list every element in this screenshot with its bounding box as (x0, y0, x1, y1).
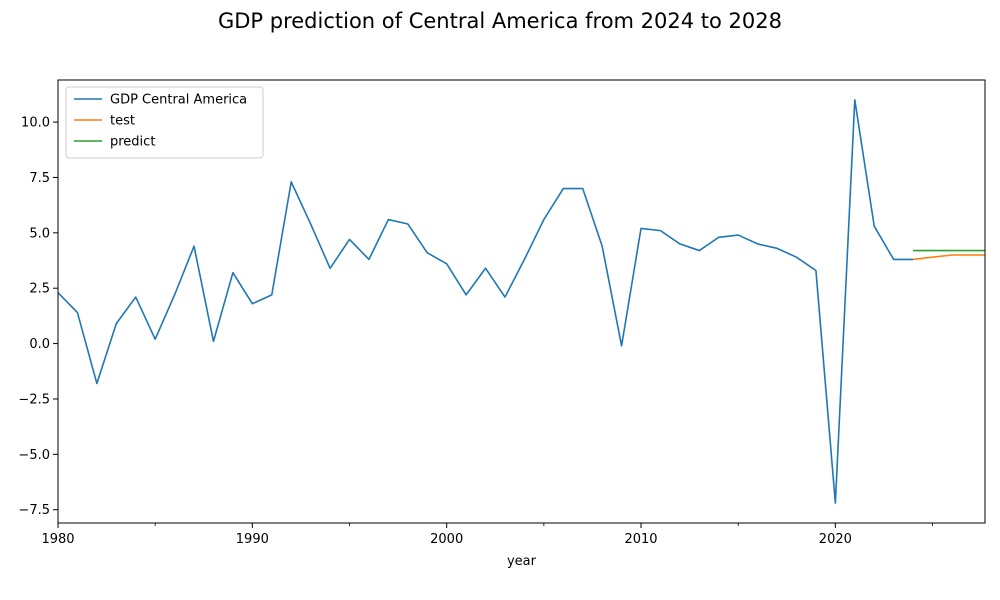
series-line-0 (58, 99, 914, 504)
legend-box (65, 86, 264, 159)
series-layer (58, 99, 985, 504)
legend-label-2: predict (110, 135, 155, 150)
series-line-1 (912, 254, 985, 261)
x-tick-label: 1990 (236, 532, 269, 547)
y-axis: −7.5 −5.0 −2.5 0.0 2.5 5.0 7.5 10.0 (18, 116, 58, 518)
chart-title: GDP prediction of Central America from 2… (218, 9, 782, 33)
legend-label-1: test (110, 114, 135, 129)
x-tick-label: 2000 (430, 532, 463, 547)
x-axis-title: year (507, 554, 537, 569)
y-tick-label: 10.0 (21, 116, 50, 131)
plot-frame (57, 79, 986, 524)
legend-label-0: GDP Central America (110, 93, 247, 108)
x-axis: 1980 1990 2000 2010 2020 (41, 523, 933, 547)
y-tick-label: −2.5 (18, 392, 50, 407)
y-tick-label: 0.0 (29, 337, 50, 352)
y-tick-label: 2.5 (29, 282, 50, 297)
x-tick-label: 1980 (41, 532, 74, 547)
y-tick-label: 7.5 (29, 171, 50, 186)
x-tick-label: 2010 (624, 532, 657, 547)
x-tick-label: 2020 (819, 532, 852, 547)
y-tick-label: −5.0 (18, 448, 50, 463)
y-tick-label: 5.0 (29, 226, 50, 241)
y-tick-label: −7.5 (18, 503, 50, 518)
legend: GDP Central America test predict (65, 86, 264, 159)
